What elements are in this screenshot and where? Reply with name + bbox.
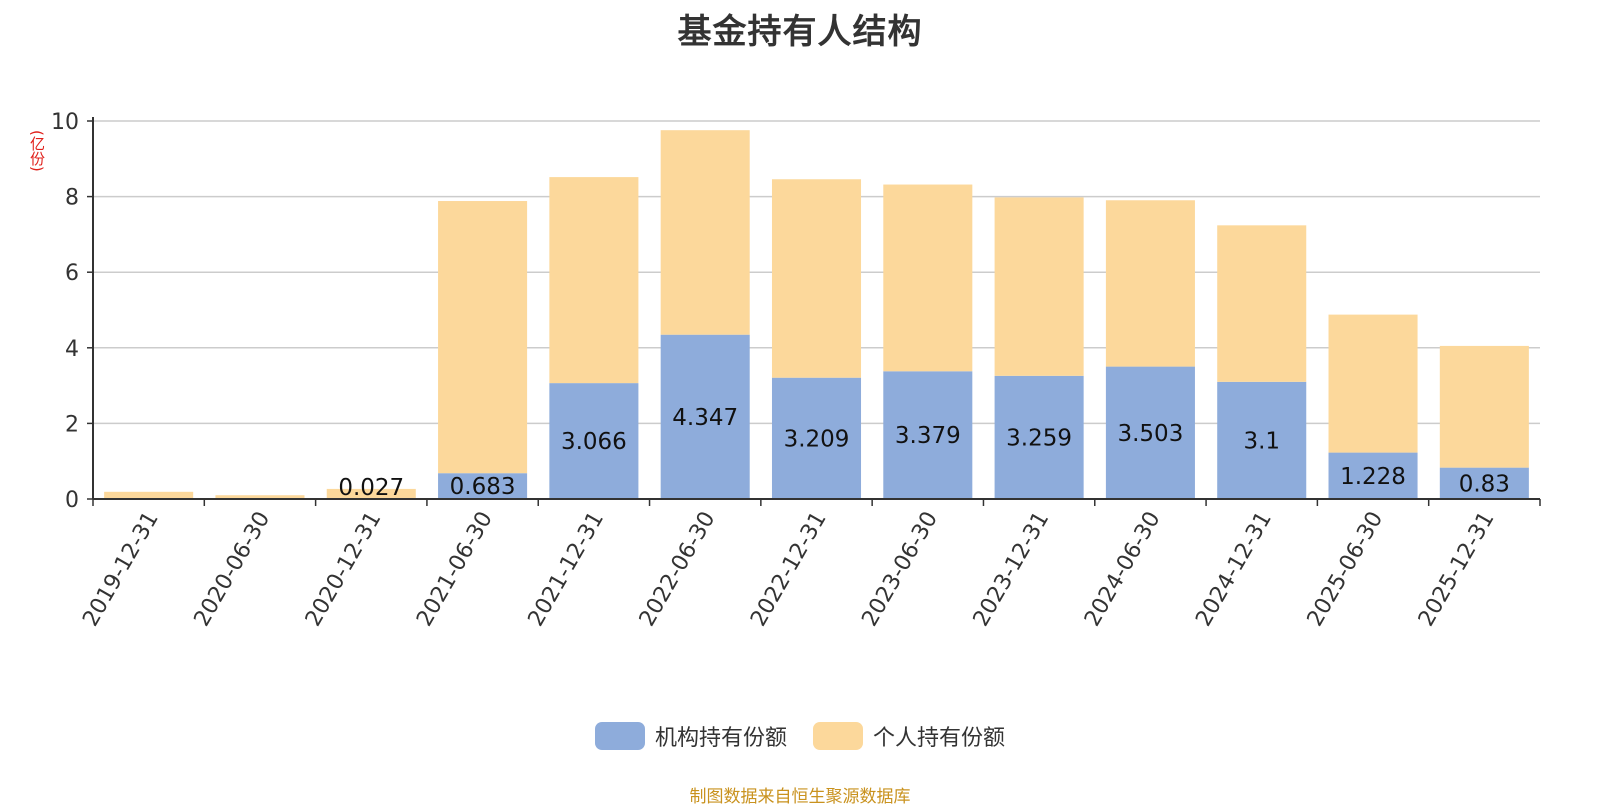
- legend-swatch-individual: [813, 722, 863, 750]
- bar-individual: [1105, 200, 1195, 367]
- data-label-institutional: 3.503: [1117, 421, 1183, 447]
- data-labels: 0.027 0.683 3.066 4.347 3.209 3.379 3.259 3.503…: [338, 405, 1510, 501]
- y-axis-unit-label: (亿份): [28, 130, 46, 172]
- data-label-institutional: 0.683: [450, 474, 516, 500]
- y-tick-label: 4: [65, 337, 79, 362]
- bar-individual: [883, 184, 973, 372]
- data-label-institutional: 0.83: [1459, 471, 1510, 497]
- legend-item-individual[interactable]: 个人持有份额: [813, 720, 1005, 752]
- x-tick-label: 2021-12-31: [524, 508, 610, 631]
- x-tick-label: 2023-12-31: [969, 508, 1055, 631]
- data-label-institutional: 4.347: [672, 405, 738, 431]
- y-tick-label: 0: [65, 488, 79, 513]
- data-source-note: 制图数据来自恒生聚源数据库: [689, 787, 911, 807]
- data-label-institutional: 1.228: [1340, 464, 1406, 490]
- legend-label-individual: 个人持有份额: [873, 726, 1006, 751]
- bar-individual: [215, 495, 305, 499]
- x-tick-label: 2020-12-31: [301, 508, 387, 631]
- x-tick-label: 2022-12-31: [746, 508, 832, 631]
- x-tick-label: 2020-06-30: [190, 508, 276, 631]
- bar-individual: [771, 179, 862, 378]
- data-label-institutional: 0.027: [338, 475, 404, 501]
- bar-individual: [994, 197, 1084, 376]
- legend-item-institutional[interactable]: 机构持有份额: [594, 720, 787, 752]
- bar-individual: [1328, 314, 1418, 453]
- x-tick-label: 2025-12-31: [1414, 508, 1500, 631]
- y-tick-label: 8: [65, 186, 79, 211]
- bar-individual: [660, 130, 750, 335]
- data-label-institutional: 3.1: [1243, 428, 1280, 454]
- bar-institutional: [438, 473, 528, 499]
- bar-institutional: [660, 334, 750, 499]
- bar-individual: [1217, 225, 1307, 382]
- y-tick-label: 2: [65, 412, 79, 437]
- chart-title: 基金持有人结构: [677, 12, 923, 52]
- bar-individual: [438, 201, 528, 474]
- data-label-institutional: 3.066: [561, 429, 627, 455]
- x-tick-label: 2019-12-31: [78, 508, 164, 631]
- data-label-institutional: 3.379: [895, 423, 961, 449]
- bar-institutional: [549, 383, 639, 499]
- x-tick-label: 2022-06-30: [635, 508, 721, 631]
- data-label-institutional: 3.259: [1006, 425, 1072, 451]
- legend-swatch-institutional: [594, 722, 645, 750]
- bar-individual: [104, 491, 194, 499]
- bar-institutional: [994, 375, 1084, 499]
- x-tick-label: 2021-06-30: [412, 507, 498, 630]
- legend: 机构持有份额 个人持有份额: [0, 720, 1600, 752]
- bar-institutional: [1328, 452, 1418, 499]
- data-label-institutional: 3.209: [784, 426, 850, 452]
- bars: [104, 130, 1529, 499]
- bar-individual: [549, 177, 639, 384]
- legend-label-institutional: 机构持有份额: [654, 726, 787, 751]
- x-tick-label: 2024-06-30: [1080, 508, 1166, 631]
- bar-individual: [1439, 345, 1529, 468]
- bar-institutional: [1105, 366, 1195, 499]
- bar-institutional: [771, 377, 862, 499]
- bar-institutional: [1217, 381, 1307, 499]
- y-tick-label: 6: [65, 261, 79, 286]
- x-tick-label: 2023-06-30: [857, 507, 943, 630]
- x-tick-label: 2025-06-30: [1303, 508, 1389, 631]
- y-tick-label: 10: [51, 110, 79, 135]
- bar-institutional: [1439, 467, 1529, 499]
- bar-individual: [326, 488, 416, 498]
- x-tick-label: 2024-12-31: [1191, 508, 1277, 631]
- bar-institutional: [883, 371, 973, 499]
